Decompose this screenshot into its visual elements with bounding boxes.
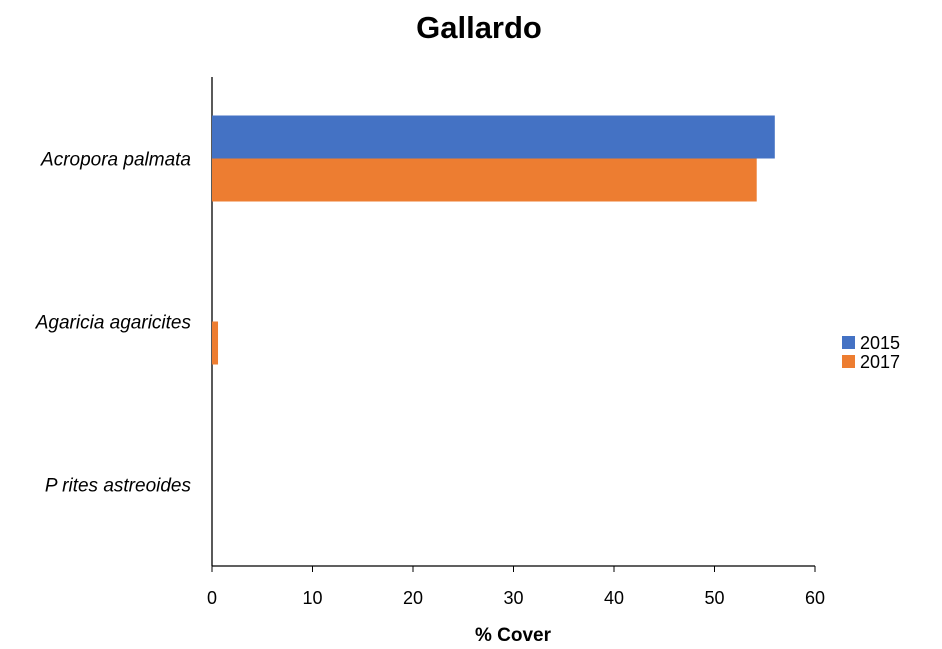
bar-2015-acropora-palmata [212, 115, 775, 159]
bar-2017-acropora-palmata [212, 158, 757, 202]
legend-swatch-2017 [842, 355, 855, 368]
x-axis-title: % Cover [475, 625, 552, 646]
x-ticks: 0 10 20 30 40 50 60 [207, 566, 825, 608]
category-labels: Acropora palmata Agaricia agaricites P rit… [35, 150, 192, 497]
legend-label-2017: 2017 [860, 352, 900, 372]
bars [212, 115, 775, 365]
x-tick-label: 60 [805, 588, 825, 608]
x-tick-label: 50 [704, 588, 724, 608]
bar-2017-agaricia-agaricites [212, 321, 219, 365]
x-tick-label: 10 [302, 588, 322, 608]
category-label-p-rites-astreoides: P rites astreoides [45, 476, 192, 497]
x-tick-label: 30 [503, 588, 523, 608]
chart-title: Gallardo [416, 10, 542, 45]
value-axis: 0 10 20 30 40 50 60 % Cover [207, 565, 825, 646]
category-label-agaricia-agaricites: Agaricia agaricites [35, 313, 192, 334]
x-tick-label: 40 [604, 588, 624, 608]
legend-label-2015: 2015 [860, 333, 900, 353]
legend: 2015 2017 [842, 333, 900, 372]
legend-swatch-2015 [842, 336, 855, 349]
x-tick-label: 20 [403, 588, 423, 608]
category-label-acropora-palmata: Acropora palmata [40, 150, 191, 171]
x-tick-label: 0 [207, 588, 217, 608]
